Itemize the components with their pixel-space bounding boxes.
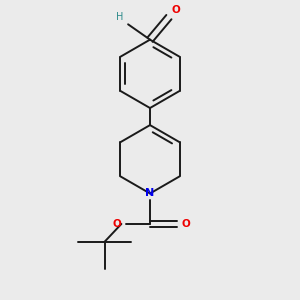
Text: H: H — [116, 13, 123, 22]
Text: O: O — [112, 219, 122, 229]
Text: O: O — [182, 219, 191, 229]
Text: O: O — [172, 5, 181, 15]
Text: N: N — [146, 188, 154, 199]
